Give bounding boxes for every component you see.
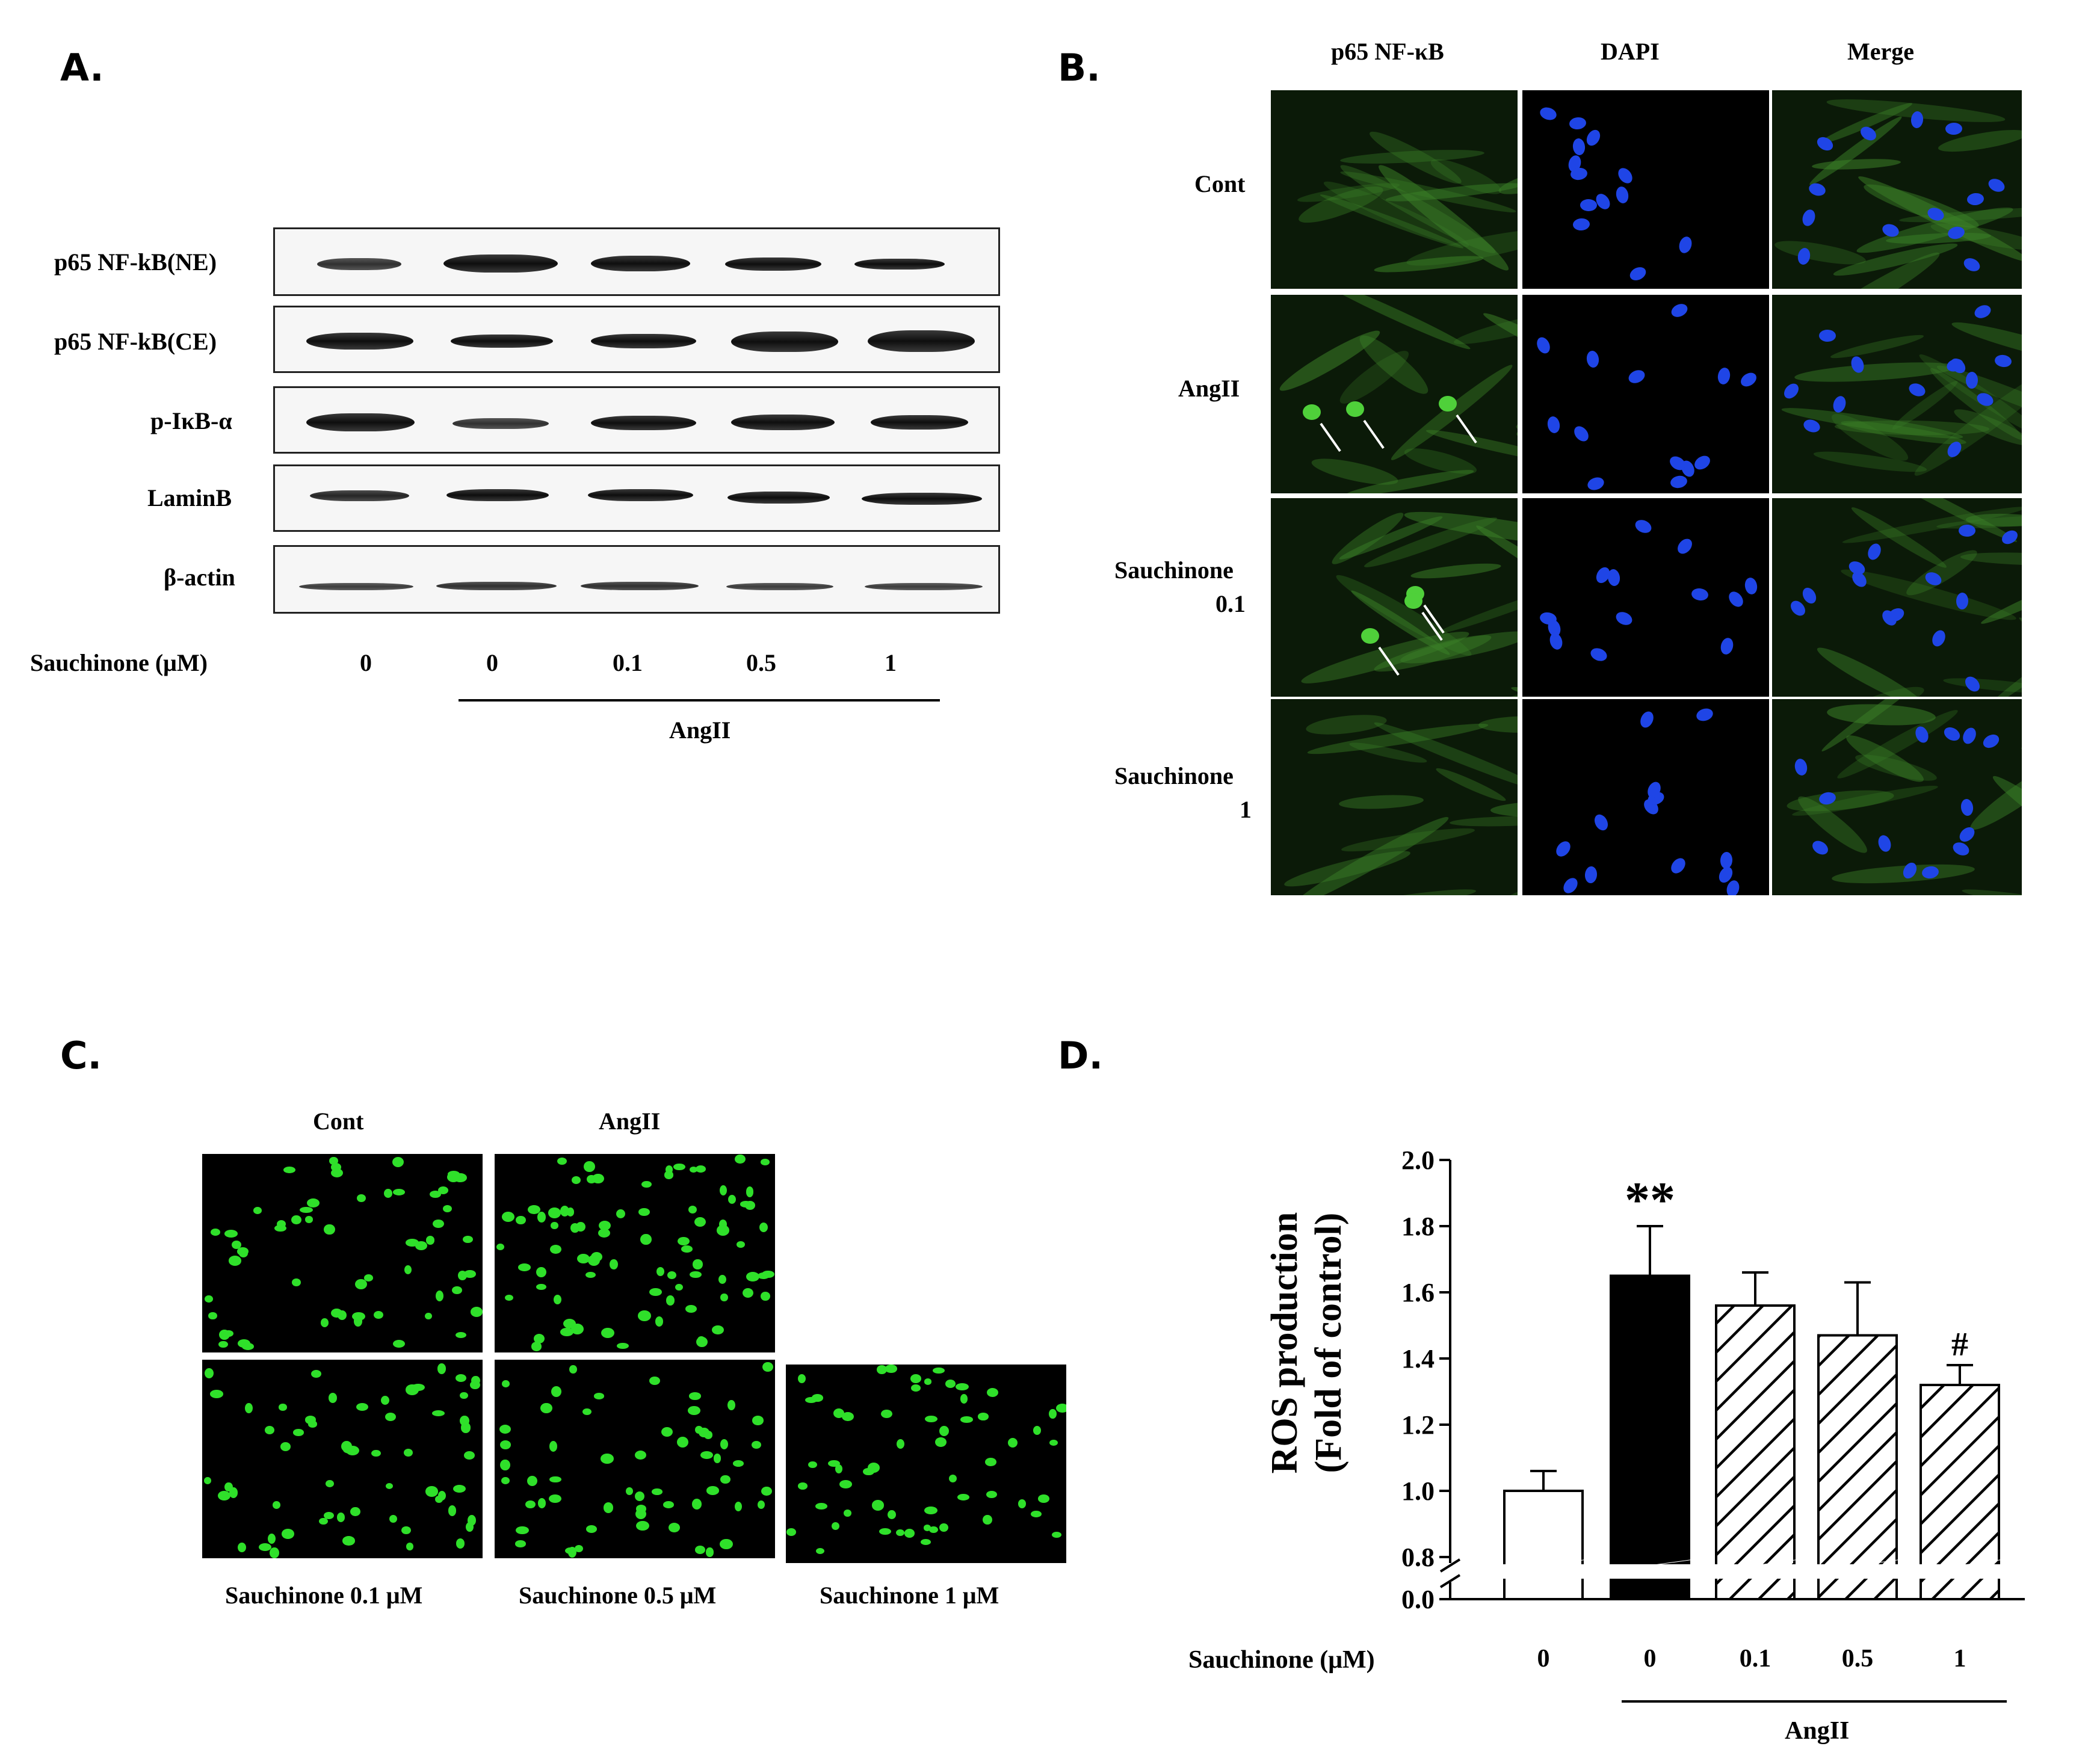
if-col-dapi: DAPI <box>1601 38 1660 65</box>
y-axis-title-line2: (Fold of control) <box>1308 1213 1349 1473</box>
y-axis-title-line1: ROS production <box>1264 1212 1305 1474</box>
if-row-sau01-dose: 0.1 <box>1215 590 1246 617</box>
ros-label-angii: AngII <box>599 1108 661 1135</box>
ros-label-sau1: Sauchinone 1 μM <box>820 1582 999 1609</box>
if-row-angii: AngII <box>1178 375 1240 402</box>
if-image-nfkb-row4 <box>1271 699 1518 895</box>
axis-break-mark-1 <box>1439 1558 1461 1573</box>
y-tick-label-5: 1.6 <box>1401 1278 1435 1307</box>
blot-strip-laminb <box>273 464 1000 532</box>
if-image-merge-row1 <box>1772 90 2022 289</box>
blot-label-laminb: LaminB <box>147 484 232 511</box>
if-image-merge-row2 <box>1772 295 2022 493</box>
y-tick-label-0: 0.0 <box>1401 1585 1435 1614</box>
x-category-label-2: 0.1 <box>1740 1645 1771 1673</box>
if-image-dapi-row4 <box>1522 699 1769 895</box>
chart-group-line <box>1622 1700 2007 1703</box>
blot-dose-2: 0.1 <box>613 649 643 676</box>
y-tick-label-4: 1.4 <box>1401 1344 1435 1374</box>
bar-2 <box>1715 1304 1796 1600</box>
blot-label-actin: β-actin <box>164 564 235 591</box>
y-tick-label-2: 1.0 <box>1401 1476 1435 1506</box>
blot-dose-3: 0.5 <box>746 649 776 676</box>
blot-group-line <box>459 699 940 702</box>
panel-d-label: D. <box>1058 1034 1104 1078</box>
blot-dose-label: Sauchinone (μM) <box>30 649 208 676</box>
x-category-label-4: 1 <box>1954 1645 1966 1673</box>
bar-break-line-1 <box>1605 1559 1694 1572</box>
chart-group-label: AngII <box>1785 1717 1850 1745</box>
bar-break-gap-1 <box>1607 1564 1693 1579</box>
ros-image-sau01 <box>202 1360 483 1558</box>
if-row-sau1: Sauchinone <box>1114 762 1234 789</box>
if-col-nfkb: p65 NF-κB <box>1331 38 1444 65</box>
bar-annotation-4: # <box>1951 1326 1968 1363</box>
ros-label-cont: Cont <box>313 1108 364 1135</box>
y-tick-label-7: 2.0 <box>1401 1146 1435 1175</box>
bar-break-line-4 <box>1915 1559 2004 1572</box>
bar-break-line-3 <box>1813 1559 1902 1572</box>
if-row-cont: Cont <box>1194 170 1246 197</box>
ros-image-angii <box>495 1154 775 1352</box>
bar-break-gap-3 <box>1815 1564 1900 1579</box>
axis-break-mark-2 <box>1439 1574 1461 1588</box>
if-col-merge: Merge <box>1847 38 1915 65</box>
blot-strip-nfkb-ne <box>273 227 1000 296</box>
ros-image-cont <box>202 1154 483 1352</box>
blot-label-pikba: p-IκB-α <box>150 407 232 434</box>
bar-1 <box>1610 1274 1690 1600</box>
bar-break-line-0 <box>1499 1559 1588 1572</box>
x-category-label-3: 0.5 <box>1842 1645 1874 1673</box>
x-category-label-0: 0 <box>1537 1645 1550 1673</box>
if-image-nfkb-row3 <box>1271 498 1518 697</box>
blot-dose-0: 0 <box>360 649 372 676</box>
blot-strip-actin <box>273 545 1000 614</box>
bar-break-gap-0 <box>1501 1564 1586 1579</box>
bar-4 <box>1920 1384 2000 1600</box>
if-row-sau1-dose: 1 <box>1240 796 1252 823</box>
bar-annotation-1: ** <box>1625 1172 1675 1228</box>
blot-label-nfkb-ne: p65 NF-kB(NE) <box>54 248 217 276</box>
blot-dose-1: 0 <box>486 649 498 676</box>
panel-c-label: C. <box>60 1034 102 1078</box>
y-tick-label-6: 1.8 <box>1401 1212 1435 1241</box>
if-image-merge-row3 <box>1772 498 2022 697</box>
if-image-dapi-row3 <box>1522 498 1769 697</box>
ros-label-sau01: Sauchinone 0.1 μM <box>225 1582 423 1609</box>
bar-0 <box>1503 1490 1584 1600</box>
x-category-label-1: 0 <box>1644 1645 1657 1673</box>
blot-strip-pikba <box>273 386 1000 454</box>
chart-dose-label: Sauchinone (μM) <box>1188 1646 1375 1674</box>
bar-break-line-2 <box>1711 1559 1800 1572</box>
bar-break-gap-4 <box>1917 1564 2003 1579</box>
panel-b-label: B. <box>1058 46 1101 90</box>
blot-label-nfkb-ce: p65 NF-kB(CE) <box>54 328 217 355</box>
blot-strip-nfkb-ce <box>273 306 1000 373</box>
y-tick-label-3: 1.2 <box>1401 1410 1435 1440</box>
ros-label-sau05: Sauchinone 0.5 μM <box>519 1582 717 1609</box>
if-image-dapi-row1 <box>1522 90 1769 289</box>
bar-3 <box>1817 1334 1898 1600</box>
blot-group-label: AngII <box>669 717 731 744</box>
panel-a-label: A. <box>60 46 104 90</box>
if-image-nfkb-row2 <box>1271 295 1518 493</box>
if-row-sau01: Sauchinone <box>1114 557 1234 584</box>
if-image-dapi-row2 <box>1522 295 1769 493</box>
bar-break-gap-2 <box>1713 1564 1798 1579</box>
if-image-nfkb-row1 <box>1271 90 1518 289</box>
ros-image-sau1 <box>786 1365 1066 1563</box>
blot-dose-4: 1 <box>885 649 897 676</box>
ros-image-sau05 <box>495 1360 775 1558</box>
if-image-merge-row4 <box>1772 699 2022 895</box>
y-tick-label-1: 0.8 <box>1401 1543 1435 1572</box>
